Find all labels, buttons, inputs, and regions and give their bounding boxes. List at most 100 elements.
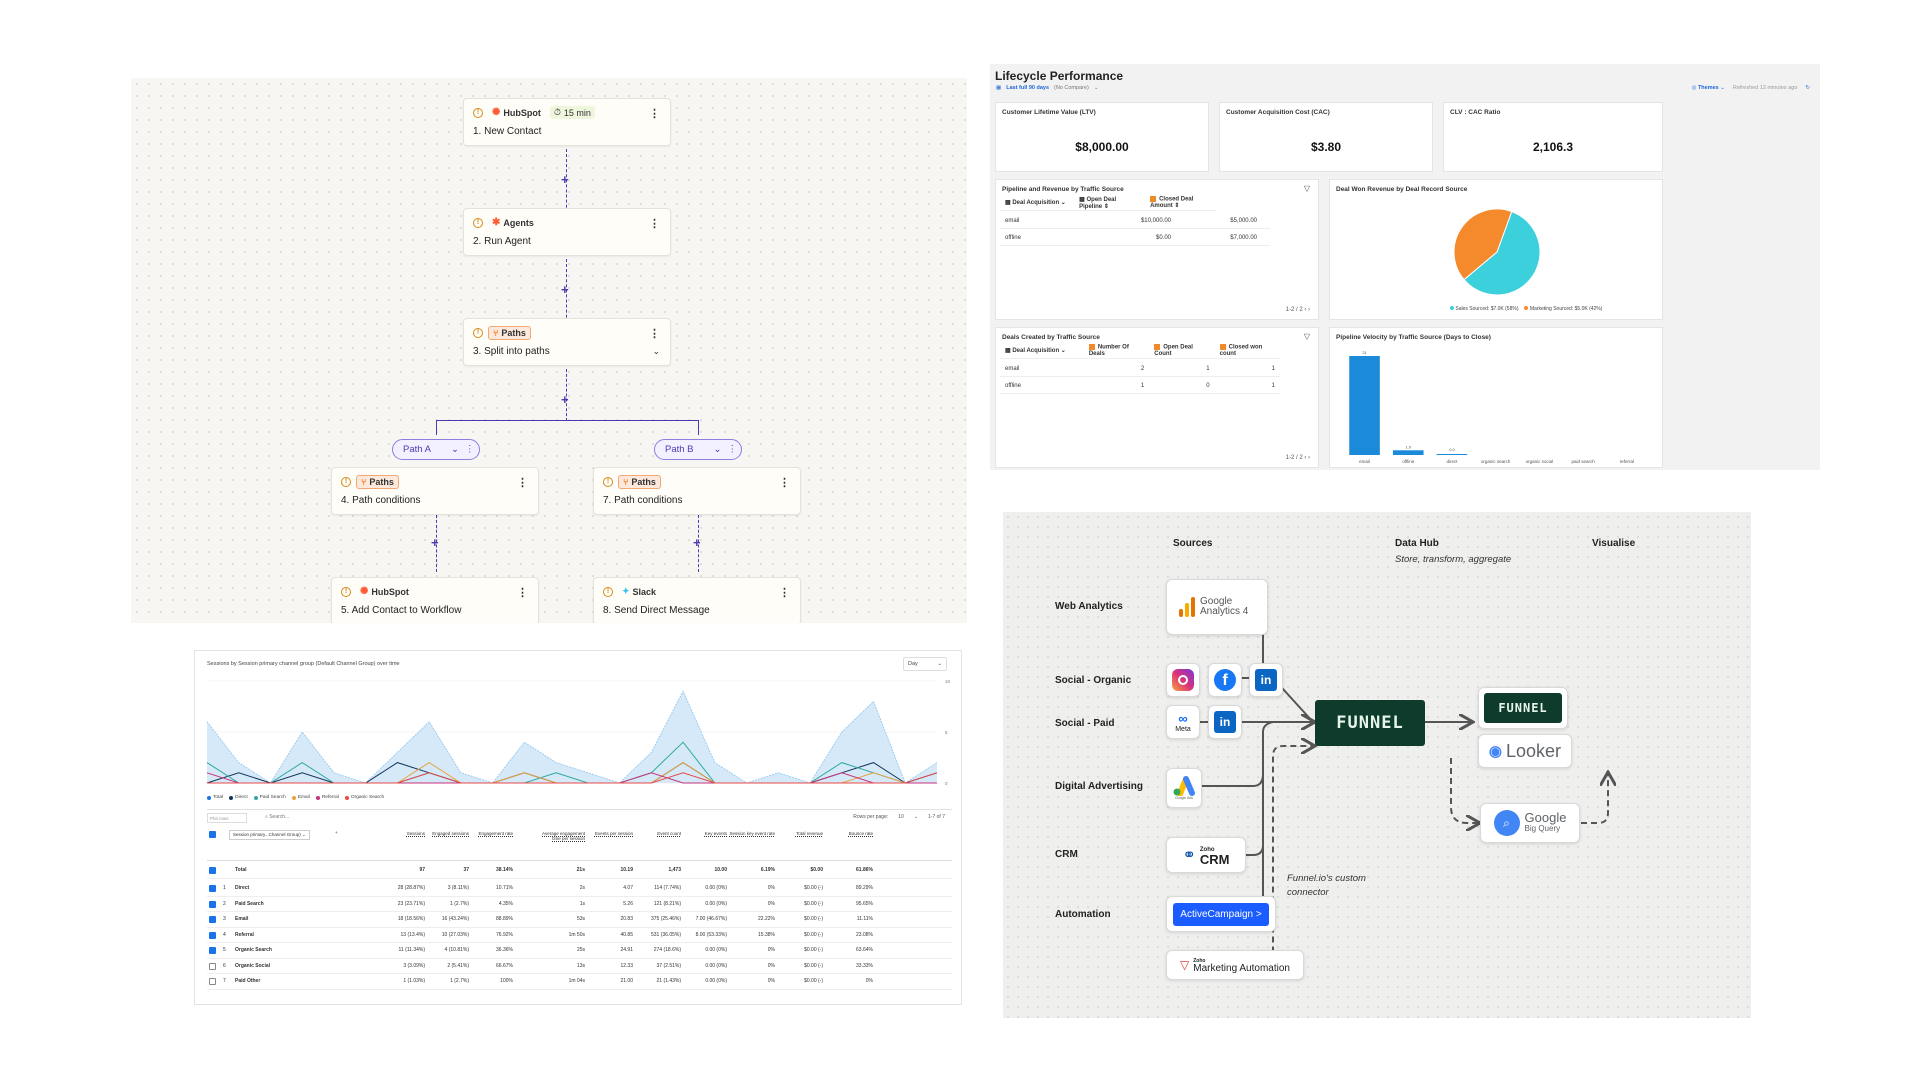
workflow-step-1[interactable]: ! ✺ HubSpot ⏱ 15 min 1. New Contact ⋮ xyxy=(463,98,671,146)
workflow-step-2[interactable]: ! ✱ Agents 2. Run Agent ⋮ xyxy=(463,208,671,256)
chevron-down-icon[interactable]: ⌄ xyxy=(913,814,919,820)
table-row[interactable]: 1 Direct 28 (28.87%) 3 (8.11%) 10.71% 2s 4.07 1… xyxy=(207,881,952,897)
prev-page-icon[interactable]: ‹ xyxy=(1304,455,1307,461)
chevron-down-icon[interactable]: ⌄ xyxy=(451,444,459,455)
column-header[interactable]: Key events xyxy=(704,831,727,836)
legend-item[interactable]: Organic Search xyxy=(344,795,384,800)
more-icon[interactable]: ⋮ xyxy=(464,444,475,455)
add-dimension-icon[interactable]: + xyxy=(335,830,338,835)
workflow-step-3[interactable]: ! ⑂ Paths 3. Split into paths ⋮ ⌄ xyxy=(463,318,671,366)
connector-line xyxy=(566,259,567,348)
more-icon[interactable]: ⋮ xyxy=(649,218,660,230)
add-step-icon[interactable]: + xyxy=(561,392,569,407)
more-icon[interactable]: ⋮ xyxy=(779,477,790,489)
add-step-icon[interactable]: + xyxy=(431,535,439,550)
table-cell: 38.14% xyxy=(496,867,513,873)
next-page-icon[interactable]: › xyxy=(1308,455,1310,461)
legend-item[interactable]: Referral xyxy=(315,795,339,800)
column-header[interactable]: Total revenue xyxy=(795,831,823,836)
themes-button[interactable]: ◎ Themes ⌄ xyxy=(1691,85,1725,91)
date-filter[interactable]: ▦ Last full 90 days (No Compare) ⌄ xyxy=(996,85,1098,91)
next-page-icon[interactable]: › xyxy=(1308,307,1310,313)
column-header[interactable]: Sessions xyxy=(406,831,425,836)
card-title: Pipeline Velocity by Traffic Source (Day… xyxy=(1336,334,1491,341)
workflow-step-5[interactable]: ! ✺ HubSpot 5. Add Contact to Workflow ⋮ xyxy=(331,577,539,623)
column-header[interactable]: Bounce rate xyxy=(848,831,873,836)
refresh-icon[interactable]: ↻ xyxy=(1805,85,1810,91)
legend-item: Marketing Sourced: $5.0K (42%) xyxy=(1524,306,1602,312)
more-icon[interactable]: ⋮ xyxy=(727,444,738,455)
search-input[interactable]: ⌕ Search... xyxy=(265,814,289,820)
legend-item[interactable]: Direct xyxy=(229,795,248,800)
workflow-step-8[interactable]: ! ✦ Slack 8. Send Direct Message ⋮ xyxy=(593,577,801,623)
table-cell: 1 xyxy=(1271,382,1276,389)
legend-item[interactable]: Total xyxy=(207,795,223,800)
meta-icon: ∞ xyxy=(1178,711,1188,726)
table-row[interactable]: Total 97 37 38.14% 21s 10.19 1,473 10.00 6.19% $0… xyxy=(207,863,952,879)
rows-per-page-select[interactable]: 10 xyxy=(898,814,904,820)
column-header[interactable]: Engagement rate xyxy=(478,831,513,836)
more-icon[interactable]: ⋮ xyxy=(649,108,660,120)
column-header[interactable]: Events per session xyxy=(594,831,633,836)
table-row[interactable]: 6 Organic Social 3 (3.09%) 2 (5.41%) 66.67% 1… xyxy=(207,959,952,974)
workflow-step-7[interactable]: ! ⑂ Paths 7. Path conditions ⋮ xyxy=(593,467,801,515)
table-row[interactable]: 4 Referral 13 (13.4%) 10 (27.03%) 76.92% 1m 5… xyxy=(207,928,952,943)
filter-icon[interactable]: ▽ xyxy=(1303,184,1310,193)
compare-select[interactable]: (No Compare) xyxy=(1054,85,1089,91)
legend-item[interactable]: Email xyxy=(291,795,310,800)
workflow-step-4[interactable]: ! ⑂ Paths 4. Path conditions ⋮ xyxy=(331,467,539,515)
more-icon[interactable]: ⋮ xyxy=(517,477,528,489)
more-icon[interactable]: ⋮ xyxy=(779,587,790,599)
row-checkbox[interactable] xyxy=(209,978,216,985)
row-checkbox[interactable] xyxy=(209,867,216,874)
legend-item[interactable]: Paid Search xyxy=(253,795,286,800)
column-header[interactable]: Closed Deal Amount ⇕ xyxy=(1150,195,1194,210)
table-row[interactable]: 5 Organic Search 11 (11.34%) 4 (10.81%) 36.3… xyxy=(207,943,952,959)
filter-icon[interactable]: ▽ xyxy=(1303,332,1310,341)
add-step-icon[interactable]: + xyxy=(561,282,569,297)
row-checkbox[interactable] xyxy=(209,947,216,954)
column-header[interactable]: Number Of Deals xyxy=(1084,344,1149,357)
row-checkbox[interactable] xyxy=(209,916,216,923)
date-range[interactable]: Last full 90 days xyxy=(1006,85,1049,91)
path-b-pill[interactable]: Path B ⌄ ⋮ xyxy=(654,439,742,460)
period-select[interactable]: Day ⌄ xyxy=(903,657,947,671)
bar xyxy=(1349,356,1380,455)
prev-page-icon[interactable]: ‹ xyxy=(1304,307,1307,313)
column-header[interactable]: ▦ Deal Acquisition ⌄ xyxy=(1005,348,1066,354)
plot-rows-button[interactable]: Plot rows xyxy=(207,813,247,823)
add-step-icon[interactable]: + xyxy=(561,172,569,187)
facebook-tile: f xyxy=(1208,663,1242,697)
add-step-icon[interactable]: + xyxy=(693,535,701,550)
row-checkbox[interactable] xyxy=(209,931,216,939)
dashboard-actions: ◎ Themes ⌄ Refreshed 12 minutes ago ↻ xyxy=(1692,85,1810,91)
row-checkbox[interactable] xyxy=(209,900,216,908)
select-all-checkbox[interactable] xyxy=(209,831,216,838)
chart-title: Sessions by Session primary channel grou… xyxy=(207,661,400,667)
row-checkbox[interactable] xyxy=(209,885,216,892)
workflow-canvas[interactable]: + + + + + ! ✺ HubSpot ⏱ 15 min 1. New Con… xyxy=(131,78,967,623)
path-a-pill[interactable]: Path A ⌄ ⋮ xyxy=(392,439,480,460)
column-header[interactable]: Average engagement time per session xyxy=(542,831,585,841)
row-checkbox[interactable] xyxy=(209,962,216,970)
linkedin-icon: in xyxy=(1214,711,1236,733)
column-header[interactable]: ▦ Open Deal Pipeline ⇕ xyxy=(1079,196,1117,210)
column-header[interactable]: ▦ Deal Acquisition ⌄ xyxy=(1005,200,1066,206)
column-header[interactable]: Closed won count xyxy=(1215,344,1280,357)
column-header[interactable]: Engaged sessions xyxy=(432,831,469,836)
column-header[interactable]: Session key event rate xyxy=(729,831,775,836)
chevron-down-icon[interactable]: ⌄ xyxy=(652,346,660,356)
more-icon[interactable]: ⋮ xyxy=(517,587,528,599)
page-info: 1-7 of 7 xyxy=(928,814,945,820)
dimension-select[interactable]: Session primary...Channel Group) ⌄ xyxy=(229,830,310,840)
table-row[interactable]: 3 Email 18 (18.56%) 16 (43.24%) 88.89% 53s 20.… xyxy=(207,912,952,928)
ga4-label: Google Analytics 4 xyxy=(1200,596,1249,617)
column-header[interactable]: Open Deal Count xyxy=(1149,344,1214,357)
column-header[interactable]: Event count xyxy=(657,831,681,836)
table-row[interactable]: 2 Paid Search 23 (23.71%) 1 (2.7%) 4.35% 1s 5.… xyxy=(207,897,952,912)
chevron-down-icon[interactable]: ⌄ xyxy=(713,444,722,455)
warning-icon: ! xyxy=(473,217,483,228)
more-icon[interactable]: ⋮ xyxy=(649,328,660,340)
table-row[interactable]: 7 Paid Other 1 (1.03%) 1 (2.7%) 100% 1m 04s 21… xyxy=(207,974,952,990)
header-text: Open Deal Pipeline xyxy=(1079,196,1117,210)
